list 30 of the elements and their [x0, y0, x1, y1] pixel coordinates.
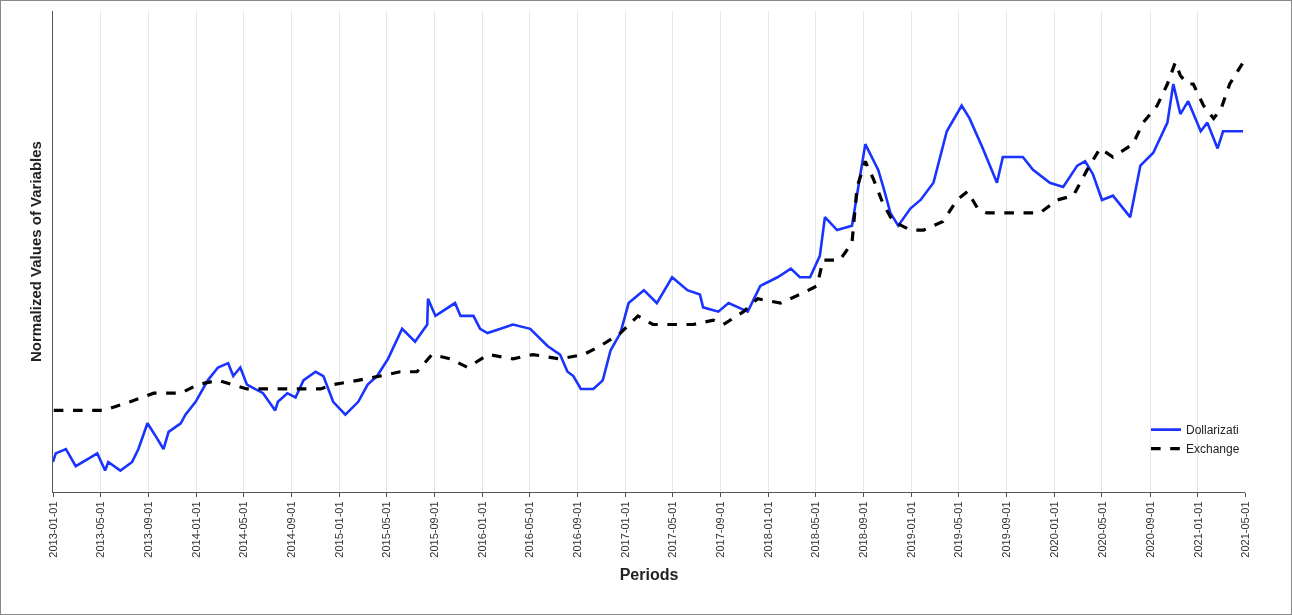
x-tick-label: 2018-09-01 — [857, 501, 870, 558]
x-tick-label: 2016-01-01 — [475, 501, 488, 558]
x-tick-label: 2020-05-01 — [1095, 501, 1108, 558]
x-tick-label: 2021-01-01 — [1191, 501, 1204, 558]
x-tick-label: 2015-05-01 — [379, 501, 392, 558]
legend-label: Dollarizati — [1186, 423, 1239, 438]
x-tick-label: 2019-05-01 — [952, 501, 965, 558]
x-tick-label: 2014-09-01 — [284, 501, 297, 558]
x-tick-label: 2019-01-01 — [905, 501, 918, 558]
x-axis-title: Periods — [619, 566, 679, 584]
x-tick-label: 2021-05-01 — [1238, 501, 1251, 558]
x-tick-label: 2018-05-01 — [809, 501, 822, 558]
y-axis-title: Normalized Values of Variables — [27, 141, 45, 362]
x-tick-label: 2015-01-01 — [332, 501, 345, 558]
x-tick-label: 2019-09-01 — [1000, 501, 1013, 558]
x-tick-label: 2020-01-01 — [1048, 501, 1061, 558]
x-tick-label: 2014-01-01 — [189, 501, 202, 558]
x-tick-label: 2017-09-01 — [714, 501, 727, 558]
x-tick-label: 2013-05-01 — [93, 501, 106, 558]
x-tick-label: 2018-01-01 — [762, 501, 775, 558]
x-tick-label: 2020-09-01 — [1143, 501, 1156, 558]
x-tick-label: 2014-05-01 — [236, 501, 249, 558]
x-tick-label: 2016-05-01 — [523, 501, 536, 558]
x-tick-label: 2017-01-01 — [619, 501, 632, 558]
x-tick-label: 2015-09-01 — [427, 501, 440, 558]
x-tick-label: 2016-09-01 — [571, 501, 584, 558]
x-tick-label: 2013-09-01 — [141, 501, 154, 558]
x-tick-label: 2017-05-01 — [666, 501, 679, 558]
legend-label: Exchange — [1186, 442, 1240, 457]
x-tick-label: 2013-01-01 — [46, 501, 59, 558]
